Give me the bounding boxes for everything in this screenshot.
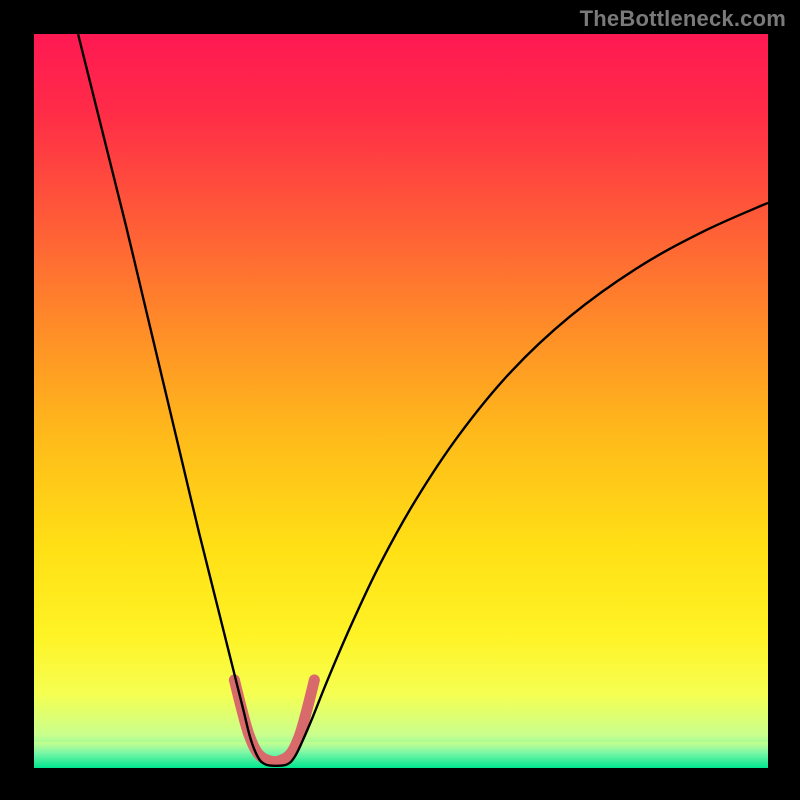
watermark-text: TheBottleneck.com	[580, 6, 786, 32]
bottleneck-curve-path	[78, 34, 768, 766]
curve-layer	[34, 34, 768, 768]
plot-area	[34, 34, 768, 768]
